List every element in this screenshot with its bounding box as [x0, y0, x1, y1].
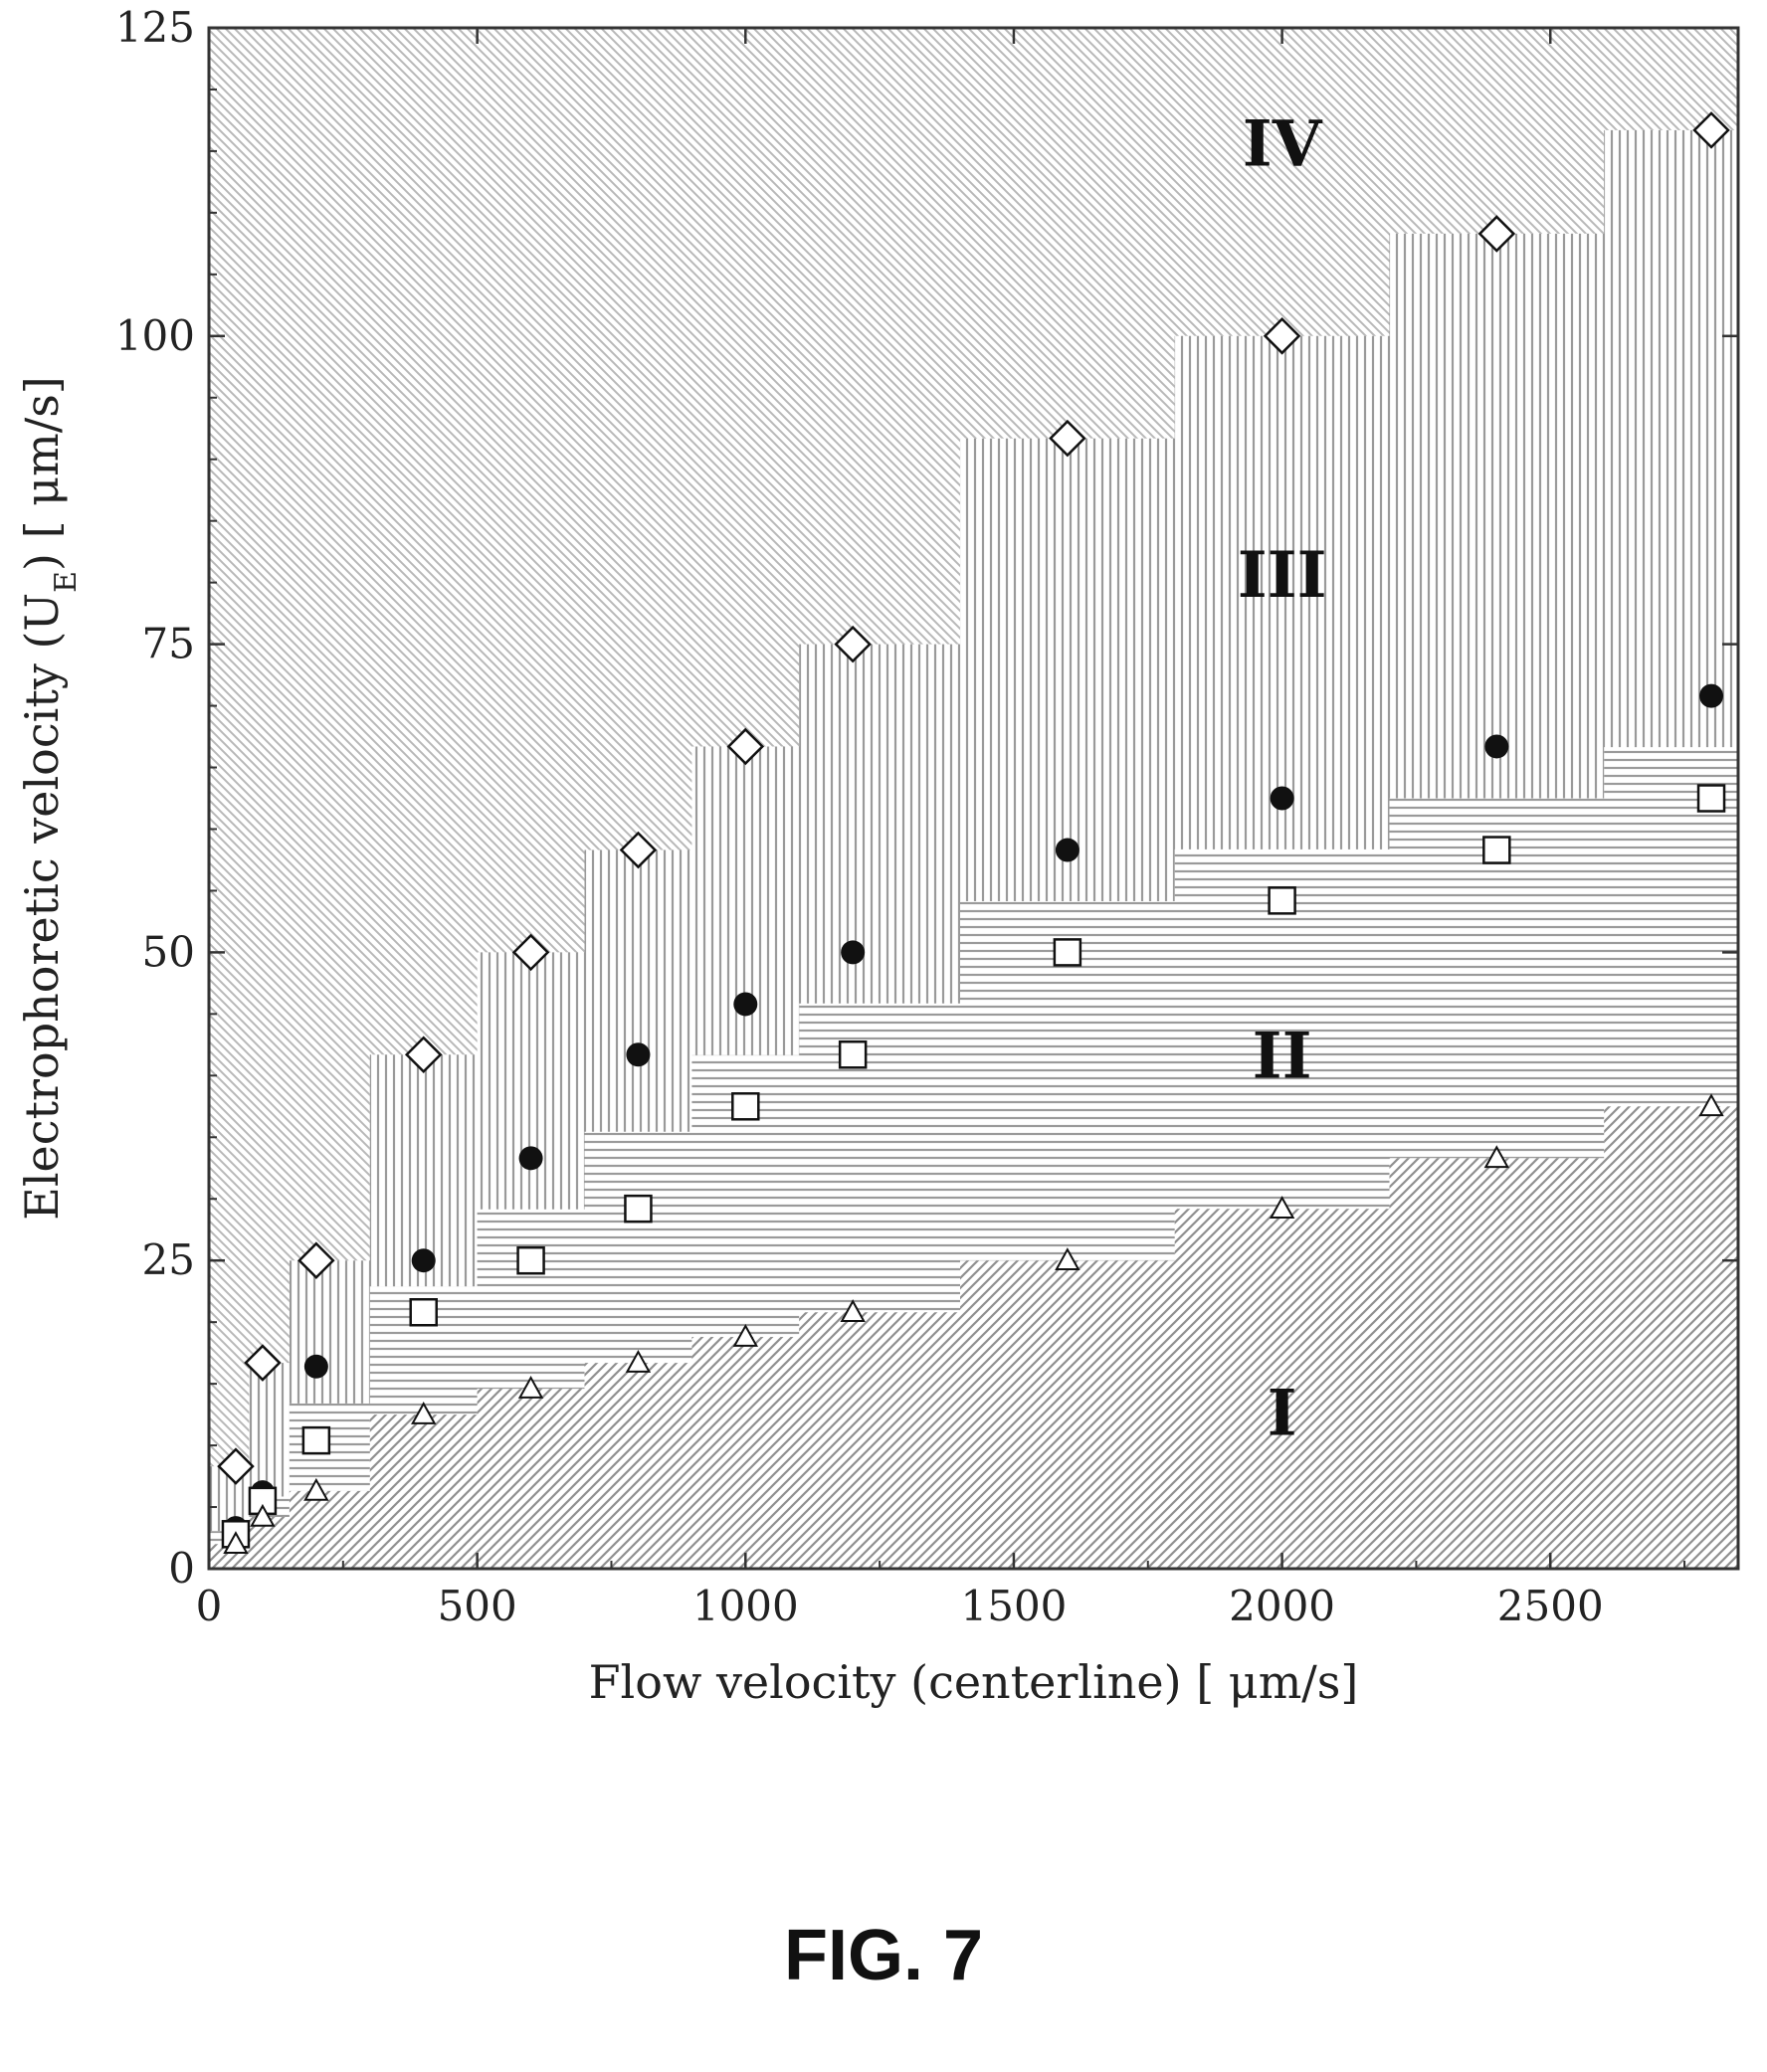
region-label-iv: IV — [1243, 106, 1323, 181]
y-axis-label: Electrophoretic velocity (UE) [ μm/s] — [15, 376, 84, 1221]
point-circle — [303, 1354, 328, 1379]
point-triangle — [732, 1323, 758, 1347]
axes: 0 500 1000 1500 2000 2500 0 25 50 75 100 125 — [115, 3, 1740, 1630]
point-triangle — [1483, 1145, 1510, 1169]
point-diamond — [726, 727, 765, 766]
point-circle — [411, 1248, 436, 1273]
point-square — [731, 1092, 760, 1121]
point-triangle — [1698, 1093, 1724, 1117]
x-tick-label: 1500 — [961, 1582, 1068, 1630]
point-triangle — [1055, 1247, 1080, 1270]
point-triangle — [223, 1531, 249, 1555]
point-circle — [626, 1042, 651, 1067]
point-circle — [1699, 683, 1724, 708]
point-circle — [1484, 734, 1509, 759]
point-triangle — [1269, 1196, 1295, 1219]
point-diamond — [1477, 215, 1516, 253]
point-circle — [518, 1146, 543, 1171]
point-triangle — [411, 1402, 437, 1424]
point-diamond — [511, 933, 550, 972]
point-square — [1482, 836, 1511, 864]
x-tick-label: 1000 — [692, 1582, 799, 1630]
y-tick-label: 100 — [115, 311, 195, 360]
point-circle — [1055, 838, 1080, 862]
y-tick-label: 125 — [115, 3, 195, 52]
region-label-ii: II — [1253, 1019, 1312, 1093]
x-tick-label: 2500 — [1497, 1582, 1604, 1630]
point-square — [838, 1040, 868, 1069]
region-fills — [209, 28, 1738, 1569]
y-tick-label: 75 — [142, 620, 195, 668]
point-triangle — [625, 1349, 652, 1373]
point-square — [516, 1245, 545, 1275]
point-diamond — [834, 625, 872, 663]
x-tick-label: 0 — [196, 1582, 223, 1630]
point-circle — [733, 992, 758, 1017]
plot-frame — [207, 26, 1740, 1571]
y-tick-label: 50 — [142, 927, 195, 976]
point-square — [409, 1297, 438, 1327]
point-triangle — [840, 1299, 866, 1323]
point-square — [1053, 938, 1082, 967]
point-circle — [1270, 786, 1294, 811]
point-square — [301, 1425, 331, 1455]
point-diamond — [404, 1036, 443, 1074]
point-circle — [841, 940, 866, 965]
point-square — [1268, 886, 1296, 915]
point-diamond — [619, 831, 658, 869]
y-tick-label: 0 — [168, 1544, 195, 1593]
point-diamond — [217, 1447, 255, 1485]
point-square — [1696, 784, 1726, 813]
point-diamond — [1263, 317, 1301, 355]
region-label-i: I — [1268, 1377, 1297, 1451]
region-label-iii: III — [1238, 538, 1327, 613]
point-triangle — [303, 1477, 329, 1501]
point-diamond — [244, 1344, 282, 1382]
point-diamond — [1692, 111, 1730, 149]
figure-label: FIG. 7 — [783, 1916, 984, 1995]
x-tick-label: 500 — [438, 1582, 517, 1630]
region-i-fill — [209, 1106, 1738, 1569]
data-points — [217, 111, 1730, 1555]
y-tick-label: 25 — [142, 1235, 195, 1284]
point-diamond — [297, 1241, 335, 1279]
point-triangle — [250, 1503, 276, 1527]
x-tick-label: 2000 — [1229, 1582, 1335, 1630]
point-triangle — [517, 1376, 544, 1399]
point-square — [624, 1194, 653, 1224]
x-axis-label: Flow velocity (centerline) [ μm/s] — [589, 1655, 1359, 1709]
point-diamond — [1049, 419, 1086, 458]
